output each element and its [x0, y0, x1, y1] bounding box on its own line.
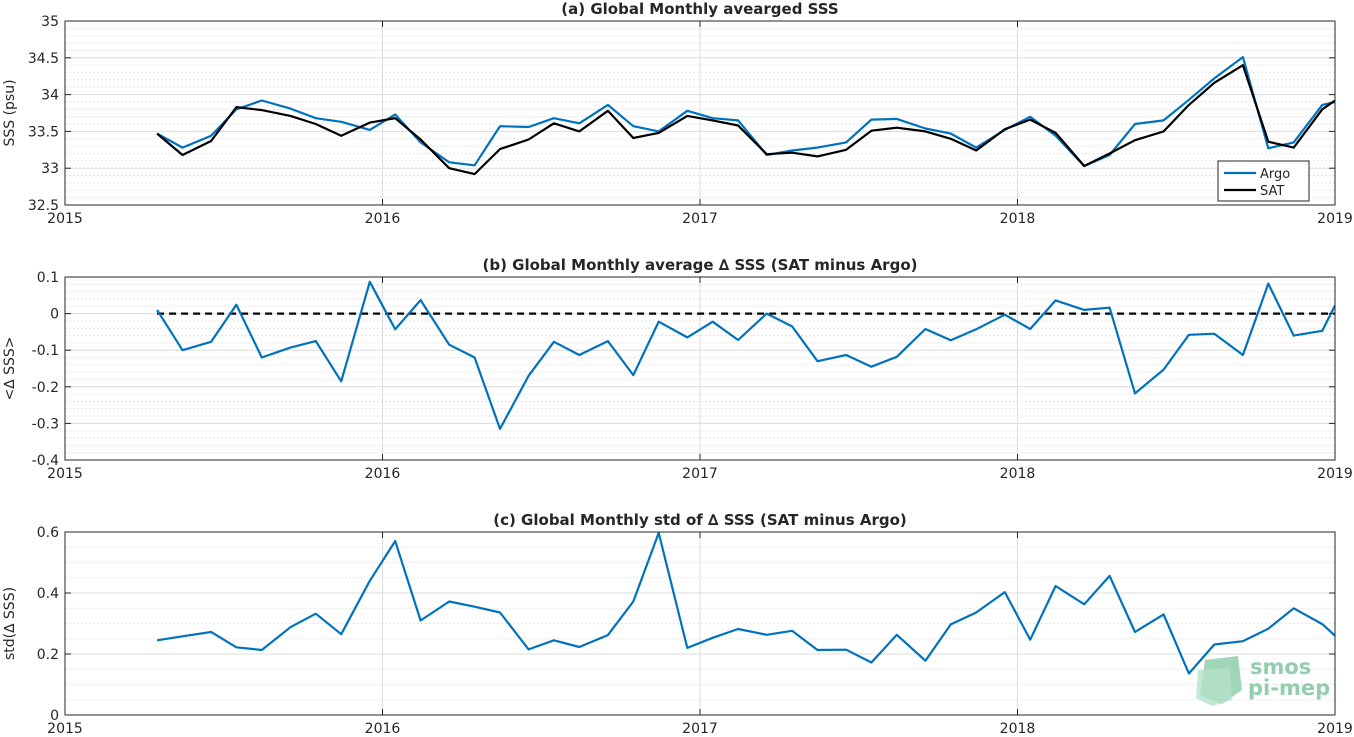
x-tick-label: 2015 [47, 721, 83, 737]
x-tick-label: 2018 [1000, 211, 1036, 227]
x-tick-label: 2015 [47, 211, 83, 227]
y-axis-label: std(∆ SSS) [2, 587, 18, 660]
chart-title: (a) Global Monthly avearged SSS [561, 0, 838, 18]
y-axis-label: <∆ SSS> [2, 337, 18, 401]
legend: Argo SAT [1217, 160, 1310, 202]
y-tick-label: 0.2 [37, 647, 59, 663]
y-tick-label: -0.3 [32, 416, 59, 432]
legend-box [1217, 160, 1310, 202]
logo-mark-shadow-icon [1196, 668, 1232, 706]
y-tick-label: 0.4 [37, 586, 59, 602]
series-line-argo [156, 55, 1335, 168]
y-tick-label: 33 [41, 161, 59, 177]
panel-a-chart: 32.5 33 33.5 34 34.5 35 2015 2016 2017 2018 2019 (a… [2, 0, 1353, 227]
chart-title: (b) Global Monthly average ∆ SSS (SAT mi… [483, 256, 918, 274]
x-tick-label: 2017 [682, 466, 718, 482]
chart-title: (c) Global Monthly std of ∆ SSS (SAT min… [493, 511, 907, 529]
x-tick-label: 2018 [1000, 721, 1036, 737]
y-tick-label: 34 [41, 88, 59, 104]
x-tick-label: 2019 [1317, 466, 1353, 482]
y-tick-label: 0.1 [37, 270, 59, 286]
y-tick-label: 35 [41, 14, 59, 30]
y-tick-label: -0.1 [32, 343, 59, 359]
y-tick-label: 0 [50, 307, 59, 323]
legend-label-argo: Argo [1260, 167, 1290, 182]
y-tick-label: 34.5 [28, 51, 59, 67]
y-axis-label: SSS (psu) [2, 79, 18, 146]
x-tick-label: 2015 [47, 466, 83, 482]
x-tick-label: 2018 [1000, 466, 1036, 482]
x-tick-label: 2017 [682, 721, 718, 737]
logo-text-smos: smos [1250, 655, 1311, 679]
panel-c-chart: 0 0.2 0.4 0.6 2015 2016 2017 2018 2019 (c) Global… [2, 511, 1353, 737]
x-tick-label: 2017 [682, 211, 718, 227]
x-tick-label: 2016 [365, 721, 401, 737]
series-line-delta-sss [156, 280, 1335, 430]
y-tick-label: 32.5 [28, 198, 59, 214]
series-line-sat [156, 64, 1335, 176]
y-tick-label: -0.2 [32, 380, 59, 396]
y-tick-label: 0 [50, 708, 59, 724]
x-tick-label: 2019 [1317, 211, 1353, 227]
x-tick-label: 2016 [365, 211, 401, 227]
panel-b-chart: -0.4 -0.3 -0.2 -0.1 0 0.1 2015 2016 2017 2018 2019… [2, 256, 1353, 482]
y-tick-label: 33.5 [28, 124, 59, 140]
y-tick-label: -0.4 [32, 453, 59, 469]
series-line-delta-sss [156, 531, 1335, 675]
y-tick-label: 0.6 [37, 525, 59, 541]
x-tick-label: 2016 [365, 466, 401, 482]
logo-text-pi-mep: pi-mep [1248, 676, 1330, 700]
legend-label-sat: SAT [1260, 184, 1284, 199]
x-tick-label: 2019 [1317, 721, 1353, 737]
